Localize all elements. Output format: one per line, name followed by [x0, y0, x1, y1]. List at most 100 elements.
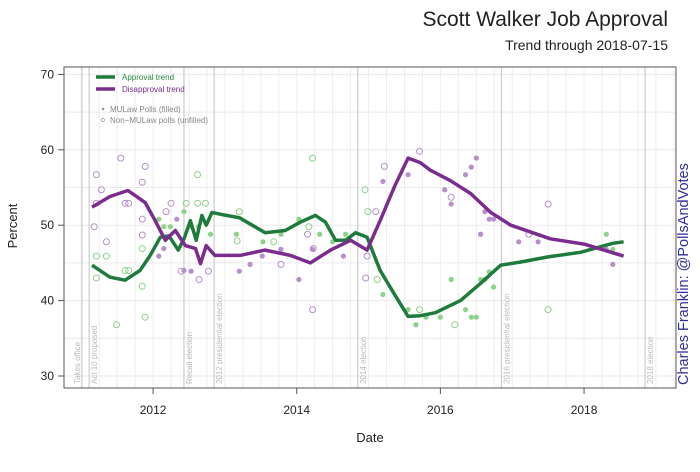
unfilled-disapproval-poll-point: [362, 274, 370, 282]
filled-approval-poll-point: [342, 231, 349, 237]
unfilled-approval-poll-point: [416, 306, 424, 314]
filled-disapproval-poll-point: [161, 245, 167, 252]
unfilled-disapproval-poll-point: [92, 171, 100, 179]
unfilled-disapproval-poll-point: [204, 267, 212, 275]
filled-approval-poll-point: [437, 314, 443, 320]
unfilled-disapproval-poll-point: [97, 186, 105, 194]
unfilled-approval-poll-point: [373, 275, 381, 283]
unfilled-disapproval-poll-point: [162, 208, 170, 216]
event-label: Recall election: [185, 332, 194, 384]
unfilled-approval-poll-point: [451, 321, 459, 329]
event-label: 2018 election: [646, 336, 655, 384]
event-label: Takes office: [73, 341, 82, 384]
filled-disapproval-poll-point: [516, 239, 522, 245]
filled-approval-poll-point: [448, 276, 454, 283]
credit-label: Charles Franklin: @PollsAndVotes: [676, 163, 692, 385]
unfilled-approval-poll-point: [141, 313, 149, 321]
unfilled-approval-poll-point: [182, 199, 190, 207]
unfilled-approval-poll-point: [202, 199, 210, 207]
unfilled-disapproval-poll-point: [117, 154, 125, 162]
filled-disapproval-poll-point: [380, 178, 386, 185]
chart-subtitle: Trend through 2018-07-15: [505, 37, 668, 53]
filled-approval-poll-point: [462, 307, 469, 313]
filled-disapproval-poll-point: [174, 216, 180, 222]
filled-disapproval-poll-point: [405, 172, 411, 178]
unfilled-disapproval-poll-point: [447, 193, 455, 201]
filled-approval-poll-point: [156, 216, 162, 222]
filled-approval-poll-point: [260, 239, 266, 245]
unfilled-disapproval-poll-point: [141, 162, 149, 170]
unfilled-approval-poll-point: [544, 306, 552, 314]
event-label: 2012 presidential election: [215, 293, 224, 384]
filled-disapproval-poll-point: [486, 216, 492, 222]
filled-approval-poll-point: [233, 231, 239, 237]
filled-approval-poll-point: [603, 231, 609, 237]
unfilled-approval-poll-point: [112, 321, 120, 329]
unfilled-disapproval-poll-point: [138, 215, 146, 223]
chart-title: Scott Walker Job Approval: [423, 8, 669, 31]
x-tick-label: 2016: [427, 403, 454, 417]
x-axis-label: Date: [356, 430, 383, 445]
x-tick-label: 2014: [283, 403, 310, 417]
filled-disapproval-poll-point: [535, 239, 541, 245]
legend: Approval trend Disapproval trend MULaw P…: [96, 73, 208, 125]
unfilled-disapproval-poll-point: [90, 223, 98, 231]
unfilled-disapproval-poll-point: [363, 252, 371, 260]
filled-disapproval-poll-point: [156, 253, 162, 259]
filled-disapproval-poll-point: [309, 246, 316, 252]
unfilled-disapproval-poll-point: [121, 199, 129, 207]
approval-trend-line: [91, 210, 624, 319]
filled-approval-poll-point: [473, 314, 479, 320]
unfilled-disapproval-poll-point: [102, 238, 110, 246]
y-tick-label: 60: [41, 143, 55, 157]
unfilled-disapproval-poll-point: [416, 147, 424, 155]
filled-disapproval-poll-point: [181, 267, 187, 274]
unfilled-disapproval-poll-point: [304, 230, 312, 238]
filled-approval-poll-point: [207, 231, 214, 237]
unfilled-approval-poll-point: [305, 223, 313, 231]
filled-disapproval-poll-point: [188, 268, 194, 274]
unfilled-disapproval-poll-point: [167, 199, 175, 207]
filled-disapproval-poll-point: [490, 216, 497, 222]
plot-frame: [63, 66, 677, 389]
filled-disapproval-poll-point: [278, 246, 284, 252]
unfilled-approval-poll-point: [194, 199, 202, 207]
unfilled-approval-poll-point: [194, 171, 202, 179]
legend-filled-label: MULaw Polls (filled): [110, 105, 181, 114]
disapproval-trend-line: [91, 156, 625, 266]
filled-disapproval-poll-point: [610, 261, 616, 268]
filled-approval-poll-point: [181, 209, 187, 215]
y-tick-label: 40: [41, 294, 55, 308]
filled-disapproval-poll-point: [296, 276, 302, 283]
x-tick-label: 2012: [140, 403, 167, 417]
event-label: 2014 election: [359, 336, 368, 384]
unfilled-approval-poll-point: [235, 208, 243, 216]
filled-disapproval-poll-point: [468, 164, 474, 170]
unfilled-disapproval-poll-point: [309, 306, 317, 314]
event-markers: Takes office Act 10 proposed Recall electi…: [73, 67, 655, 388]
unfilled-disapproval-poll-point: [195, 275, 203, 283]
unfilled-approval-poll-point: [138, 245, 146, 253]
unfilled-approval-poll-point: [102, 252, 110, 260]
filled-disapproval-poll-point: [448, 201, 454, 207]
filled-approval-poll-point: [161, 224, 167, 230]
legend-unfilled-marker: [101, 118, 105, 122]
unfilled-approval-poll-point: [125, 266, 133, 274]
y-tick-label: 50: [41, 218, 55, 232]
x-tick-label: 2018: [571, 403, 598, 417]
unfilled-approval-poll-point: [270, 238, 278, 246]
legend-unfilled-label: Non−MULaw polls (unfilled): [110, 116, 208, 125]
filled-approval-poll-point: [317, 231, 323, 237]
legend-disapproval-label: Disapproval trend: [122, 85, 185, 94]
unfilled-disapproval-poll-point: [380, 162, 388, 170]
filled-approval-poll-point: [278, 231, 284, 237]
y-axis-label: Percent: [5, 203, 20, 248]
unfilled-approval-poll-point: [233, 237, 241, 245]
event-label: 2016 presidential election: [502, 293, 511, 384]
filled-disapproval-poll-point: [473, 155, 479, 161]
event-label: Act 10 proposed: [90, 326, 99, 384]
unfilled-approval-poll-point: [92, 252, 100, 260]
filled-disapproval-poll-point: [236, 268, 242, 274]
legend-filled-marker: [101, 107, 105, 111]
